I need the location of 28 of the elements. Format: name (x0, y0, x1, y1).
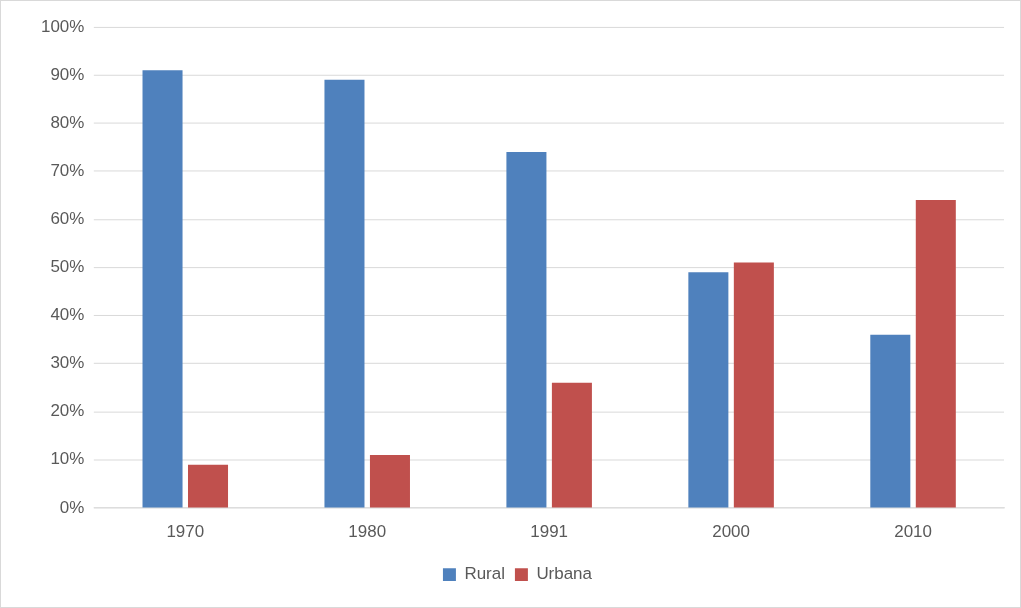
y-tick-label: 20% (50, 401, 85, 421)
x-tick-label: 1991 (530, 521, 569, 541)
x-tick-label: 1970 (166, 521, 205, 541)
y-tick-label: 30% (50, 353, 85, 373)
x-tick-label: 2000 (712, 521, 750, 541)
legend-label: Rural (464, 564, 505, 584)
y-tick-label: 60% (50, 209, 85, 228)
bar (733, 262, 774, 508)
y-tick-label: 40% (50, 305, 85, 325)
bar (142, 70, 183, 508)
bar (506, 151, 547, 508)
x-tick-label: 2010 (894, 521, 932, 541)
y-tick-label: 80% (50, 112, 85, 132)
y-tick-label: 90% (50, 64, 85, 84)
bar (324, 79, 365, 508)
y-tick-label: 10% (50, 449, 85, 469)
y-tick-label: 70% (50, 160, 85, 180)
bar (915, 200, 956, 508)
bar (369, 455, 410, 508)
bar (551, 382, 592, 508)
y-tick-label: 50% (50, 257, 85, 277)
legend-label: Urbana (536, 564, 593, 584)
bar (188, 464, 229, 508)
x-tick-label: 1980 (348, 521, 387, 541)
y-tick-label: 100% (40, 16, 85, 36)
bar (688, 272, 729, 508)
bar (870, 334, 911, 508)
y-tick-label: 0% (59, 497, 85, 517)
